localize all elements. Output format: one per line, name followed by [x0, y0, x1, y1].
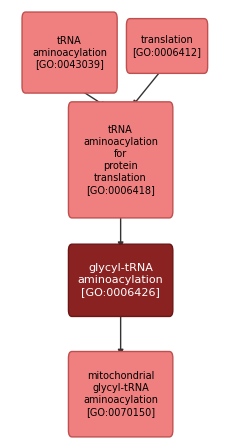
- Text: tRNA
aminoacylation
for
protein
translation
[GO:0006418]: tRNA aminoacylation for protein translat…: [83, 125, 158, 195]
- Text: translation
[GO:0006412]: translation [GO:0006412]: [132, 35, 201, 57]
- FancyBboxPatch shape: [68, 351, 172, 437]
- Text: tRNA
aminoacylation
[GO:0043039]: tRNA aminoacylation [GO:0043039]: [32, 35, 107, 70]
- FancyBboxPatch shape: [68, 102, 172, 218]
- Text: mitochondrial
glycyl-tRNA
aminoacylation
[GO:0070150]: mitochondrial glycyl-tRNA aminoacylation…: [83, 371, 158, 417]
- FancyBboxPatch shape: [68, 244, 172, 316]
- FancyBboxPatch shape: [22, 12, 117, 93]
- FancyBboxPatch shape: [126, 19, 207, 74]
- Text: glycyl-tRNA
aminoacylation
[GO:0006426]: glycyl-tRNA aminoacylation [GO:0006426]: [77, 263, 163, 297]
